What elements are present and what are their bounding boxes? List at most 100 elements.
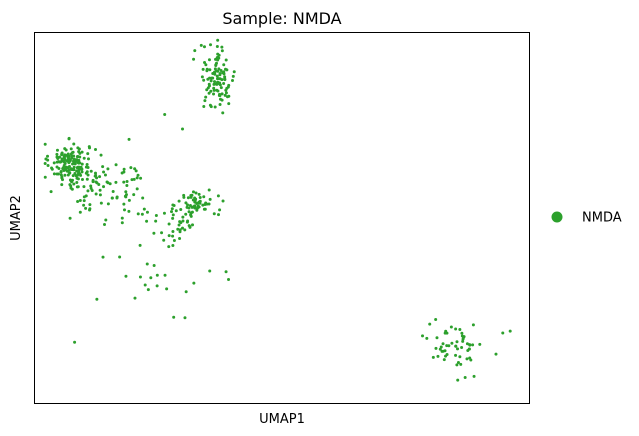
scatter-point	[447, 344, 451, 348]
scatter-point	[454, 353, 458, 357]
scatter-point	[76, 185, 80, 189]
scatter-point	[72, 160, 76, 164]
scatter-point	[130, 178, 134, 182]
scatter-point	[442, 358, 446, 362]
x-axis-label: UMAP1	[259, 412, 305, 427]
scatter-point	[60, 183, 64, 187]
scatter-point	[184, 212, 188, 216]
scatter-point	[209, 89, 213, 93]
scatter-point	[471, 323, 475, 327]
scatter-point	[471, 343, 475, 347]
scatter-point	[179, 221, 183, 225]
scatter-point	[132, 193, 136, 197]
scatter-point	[102, 185, 106, 189]
scatter-point	[224, 270, 228, 274]
scatter-point	[177, 199, 181, 203]
scatter-point	[106, 202, 110, 206]
scatter-point	[50, 167, 54, 171]
scatter-point	[152, 231, 156, 235]
scatter-point	[219, 68, 223, 72]
scatter-point	[208, 76, 212, 80]
scatter-point	[223, 76, 227, 80]
scatter-point	[70, 187, 74, 191]
scatter-point	[455, 363, 459, 367]
scatter-point	[127, 137, 131, 141]
scatter-point	[196, 205, 200, 209]
scatter-point	[138, 243, 142, 247]
scatter-point	[181, 219, 185, 223]
scatter-point	[212, 86, 216, 90]
scatter-point	[86, 165, 90, 169]
scatter-point	[98, 193, 102, 197]
scatter-point	[86, 157, 90, 161]
scatter-point	[73, 340, 77, 344]
scatter-point	[218, 94, 222, 98]
scatter-point	[52, 172, 56, 176]
scatter-point	[434, 318, 438, 321]
scatter-point	[72, 154, 76, 158]
scatter-point	[90, 189, 94, 193]
scatter-point	[205, 69, 209, 73]
scatter-point	[94, 148, 98, 152]
scatter-point	[76, 169, 80, 173]
scatter-point	[163, 273, 167, 277]
scatter-point	[425, 336, 429, 340]
scatter-point	[154, 213, 158, 217]
scatter-point	[214, 63, 218, 67]
scatter-point	[227, 83, 231, 87]
scatter-point	[203, 99, 207, 103]
chart-title: Sample: NMDA	[222, 9, 341, 28]
scatter-point	[208, 197, 212, 201]
scatter-point	[508, 329, 512, 333]
scatter-point	[421, 334, 425, 338]
scatter-point	[155, 284, 159, 288]
scatter-point	[136, 173, 140, 177]
scatter-point	[46, 154, 50, 158]
scatter-point	[55, 165, 59, 169]
scatter-point	[78, 210, 82, 214]
scatter-point	[94, 180, 98, 184]
scatter-point	[182, 193, 186, 197]
scatter-point	[145, 210, 149, 214]
scatter-point	[167, 245, 171, 249]
scatter-point	[187, 206, 191, 210]
scatter-point	[88, 146, 92, 150]
scatter-point	[135, 187, 139, 191]
scatter-point	[188, 225, 192, 229]
scatter-point	[106, 167, 110, 171]
scatter-point	[66, 166, 70, 170]
scatter-point	[494, 352, 498, 356]
scatter-point	[76, 146, 80, 150]
scatter-point	[227, 102, 231, 106]
scatter-point	[120, 221, 124, 225]
scatter-point	[76, 161, 80, 165]
scatter-point	[224, 58, 228, 62]
scatter-point	[68, 178, 72, 182]
scatter-point	[141, 196, 145, 200]
scatter-point	[195, 208, 199, 212]
scatter-point	[186, 196, 190, 200]
scatter-point	[459, 362, 463, 366]
scatter-point	[207, 202, 211, 206]
scatter-point	[227, 278, 231, 282]
scatter-point	[455, 340, 459, 344]
scatter-point	[218, 71, 222, 75]
scatter-point	[222, 63, 226, 67]
scatter-point	[59, 170, 63, 174]
scatter-point	[440, 349, 444, 353]
scatter-point	[160, 231, 164, 235]
scatter-point	[59, 173, 63, 177]
scatter-point	[449, 325, 453, 329]
scatter-point	[95, 297, 99, 301]
scatter-point	[456, 378, 460, 382]
scatter-point	[43, 175, 47, 179]
scatter-point	[209, 79, 213, 83]
scatter-point	[184, 290, 188, 294]
scatter-point	[124, 195, 128, 199]
scatter-point	[85, 163, 89, 166]
scatter-point	[202, 104, 206, 108]
scatter-point	[216, 38, 220, 42]
scatter-point	[75, 166, 79, 170]
scatter-point	[80, 162, 84, 166]
